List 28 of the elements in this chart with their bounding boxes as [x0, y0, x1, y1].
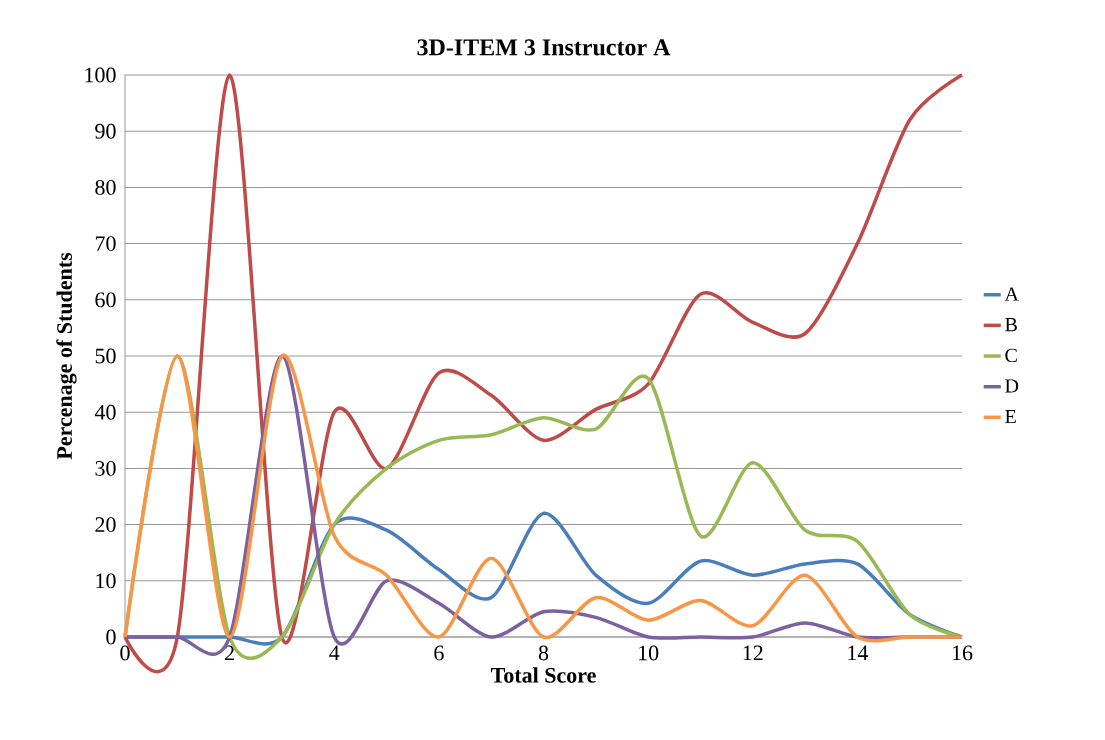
x-axis-title: Total Score [490, 667, 596, 683]
x-tick-label: 4 [329, 645, 340, 661]
legend-label: D [1005, 379, 1019, 393]
y-tick-label: 80 [95, 179, 116, 195]
y-tick-label: 0 [106, 629, 116, 645]
legend-label: A [1004, 287, 1019, 301]
y-axis-title: Percenage of Students [56, 252, 77, 460]
y-tick-label: 50 [95, 348, 116, 364]
x-tick-label: 0 [120, 645, 130, 661]
y-tick-label: 10 [96, 573, 116, 589]
x-tick-label: 8 [538, 645, 549, 661]
y-tick-label: 70 [95, 236, 116, 252]
x-tick-label: 10 [639, 645, 659, 661]
legend-label: B [1005, 318, 1017, 332]
y-tick-label: 30 [95, 460, 116, 476]
x-tick-label: 14 [848, 645, 869, 661]
legend-label: E [1005, 410, 1016, 424]
y-tick-label: 100 [85, 67, 116, 83]
y-tick-label: 60 [95, 292, 116, 308]
y-tick-label: 40 [94, 404, 116, 420]
y-tick-label: 90 [95, 123, 116, 139]
x-tick-label: 12 [743, 645, 763, 661]
y-tick-label: 20 [95, 517, 116, 533]
x-tick-label: 6 [434, 645, 444, 661]
legend-label: C [1005, 348, 1017, 363]
chart-title: 3D-ITEM 3 Instructor A [417, 39, 671, 56]
x-tick-label: 16 [952, 645, 973, 661]
x-tick-label: 2 [225, 645, 234, 661]
